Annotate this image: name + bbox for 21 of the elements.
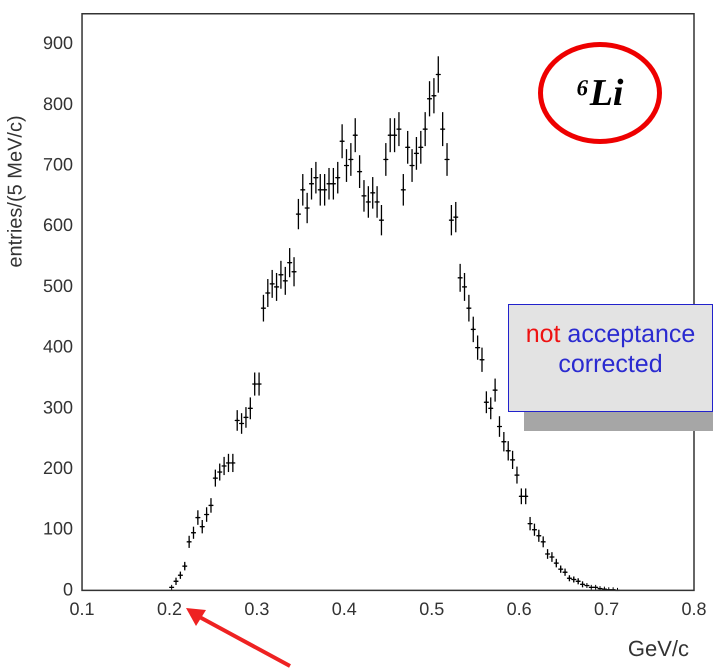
x-tick-label: 0.1 — [70, 599, 95, 620]
y-tick-label: 0 — [63, 579, 74, 600]
y-tick-label: 600 — [42, 215, 74, 236]
y-tick-label: 300 — [42, 397, 74, 418]
x-tick-label: 0.5 — [419, 599, 444, 620]
y-tick-label: 900 — [42, 33, 74, 54]
y-tick-label: 500 — [42, 276, 74, 296]
x-tick-label: 0.4 — [332, 599, 357, 620]
x-tick-label: 0.7 — [594, 599, 620, 620]
x-tick-label: 0.3 — [244, 599, 270, 620]
y-tick-label: 200 — [42, 458, 74, 478]
x-tick-label: 0.6 — [506, 599, 532, 620]
y-tick-label: 700 — [42, 154, 74, 175]
x-tick-label: 0.2 — [156, 599, 182, 620]
y-tick-label: 400 — [42, 336, 74, 357]
y-axis-title: entries/(5 MeV/c) — [4, 114, 28, 270]
x-axis-title: GeV/c — [628, 636, 689, 662]
x-tick-label: 0.8 — [681, 599, 707, 620]
y-tick-label: 800 — [42, 94, 74, 114]
y-tick-label: 100 — [42, 518, 74, 539]
annotation: not — [526, 320, 560, 348]
